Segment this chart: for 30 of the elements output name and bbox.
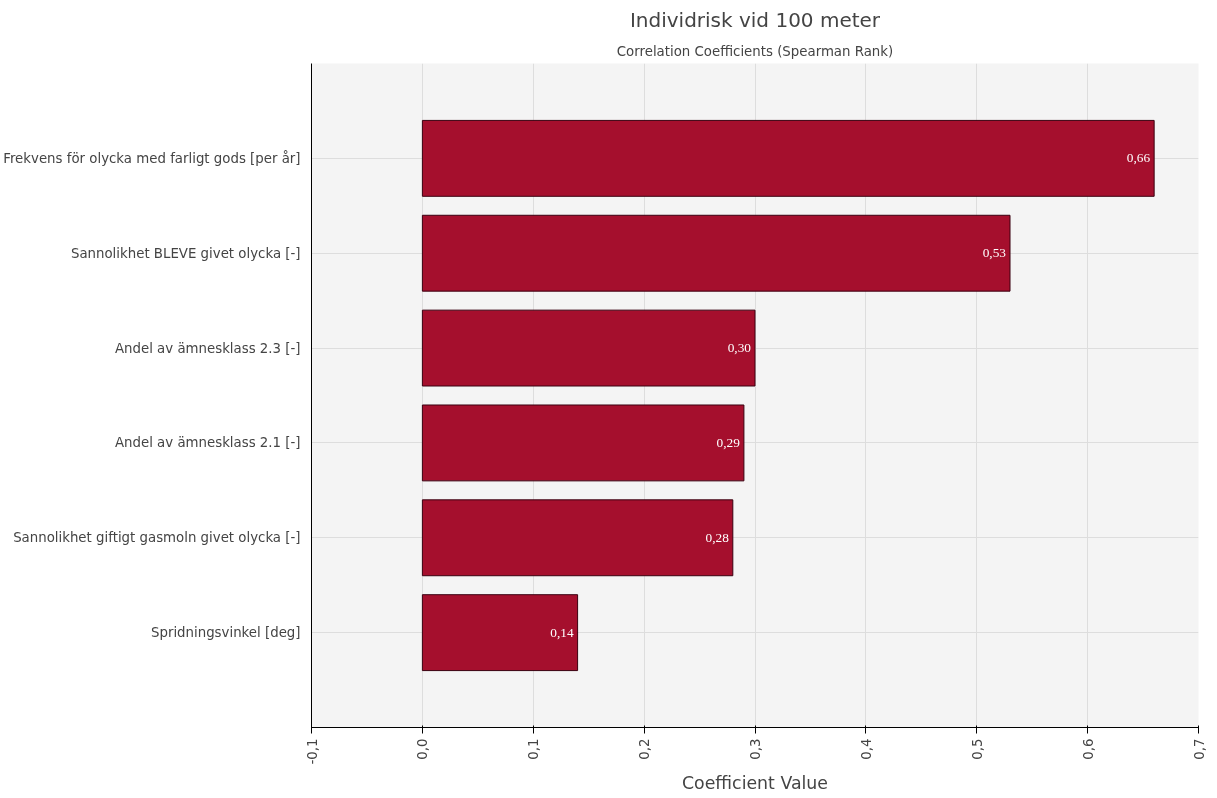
bar (421, 404, 745, 482)
x-tick-label: 0,1 (526, 738, 542, 760)
y-tick-label: Sannolikhet giftigt gasmoln givet olycka [-] (13, 530, 301, 546)
chart-title: Individrisk vid 100 meter (629, 7, 881, 32)
data-label: 0,66 (1126, 150, 1151, 166)
x-tick-label: 0,4 (858, 738, 874, 760)
data-label: 0,29 (716, 434, 741, 450)
data-label: 0,14 (550, 624, 574, 640)
bar (421, 214, 1011, 292)
x-tick-label: 0,5 (969, 738, 985, 760)
y-tick-label: Andel av ämnesklass 2.3 [-] (114, 340, 301, 356)
data-label: 0,53 (982, 245, 1007, 261)
y-tick-label: Spridningsvinkel [deg] (150, 625, 301, 641)
chart-subtitle: Correlation Coefficients (Spearman Rank) (616, 43, 894, 59)
bar (421, 119, 1155, 197)
y-tick-label: Frekvens för olycka med farligt gods [per år] (3, 149, 301, 166)
y-tick-label: Sannolikhet BLEVE givet olycka [-] (70, 245, 301, 261)
x-tick-label: 0,2 (637, 738, 653, 760)
data-label: 0,30 (727, 340, 752, 356)
x-axis-title: Coefficient Value (682, 772, 829, 793)
x-tick-label: 0,6 (1080, 738, 1096, 760)
x-tick-label: 0,3 (748, 738, 763, 760)
x-tick-label: -0,1 (304, 738, 320, 765)
x-tick-label: 0,7 (1191, 738, 1207, 760)
x-tick-label: 0,0 (415, 738, 431, 760)
data-label: 0,28 (705, 529, 730, 545)
bar (421, 309, 756, 387)
bar (421, 594, 579, 672)
y-tick-label: Andel av ämnesklass 2.1 [-] (114, 435, 301, 451)
bar (421, 499, 734, 577)
